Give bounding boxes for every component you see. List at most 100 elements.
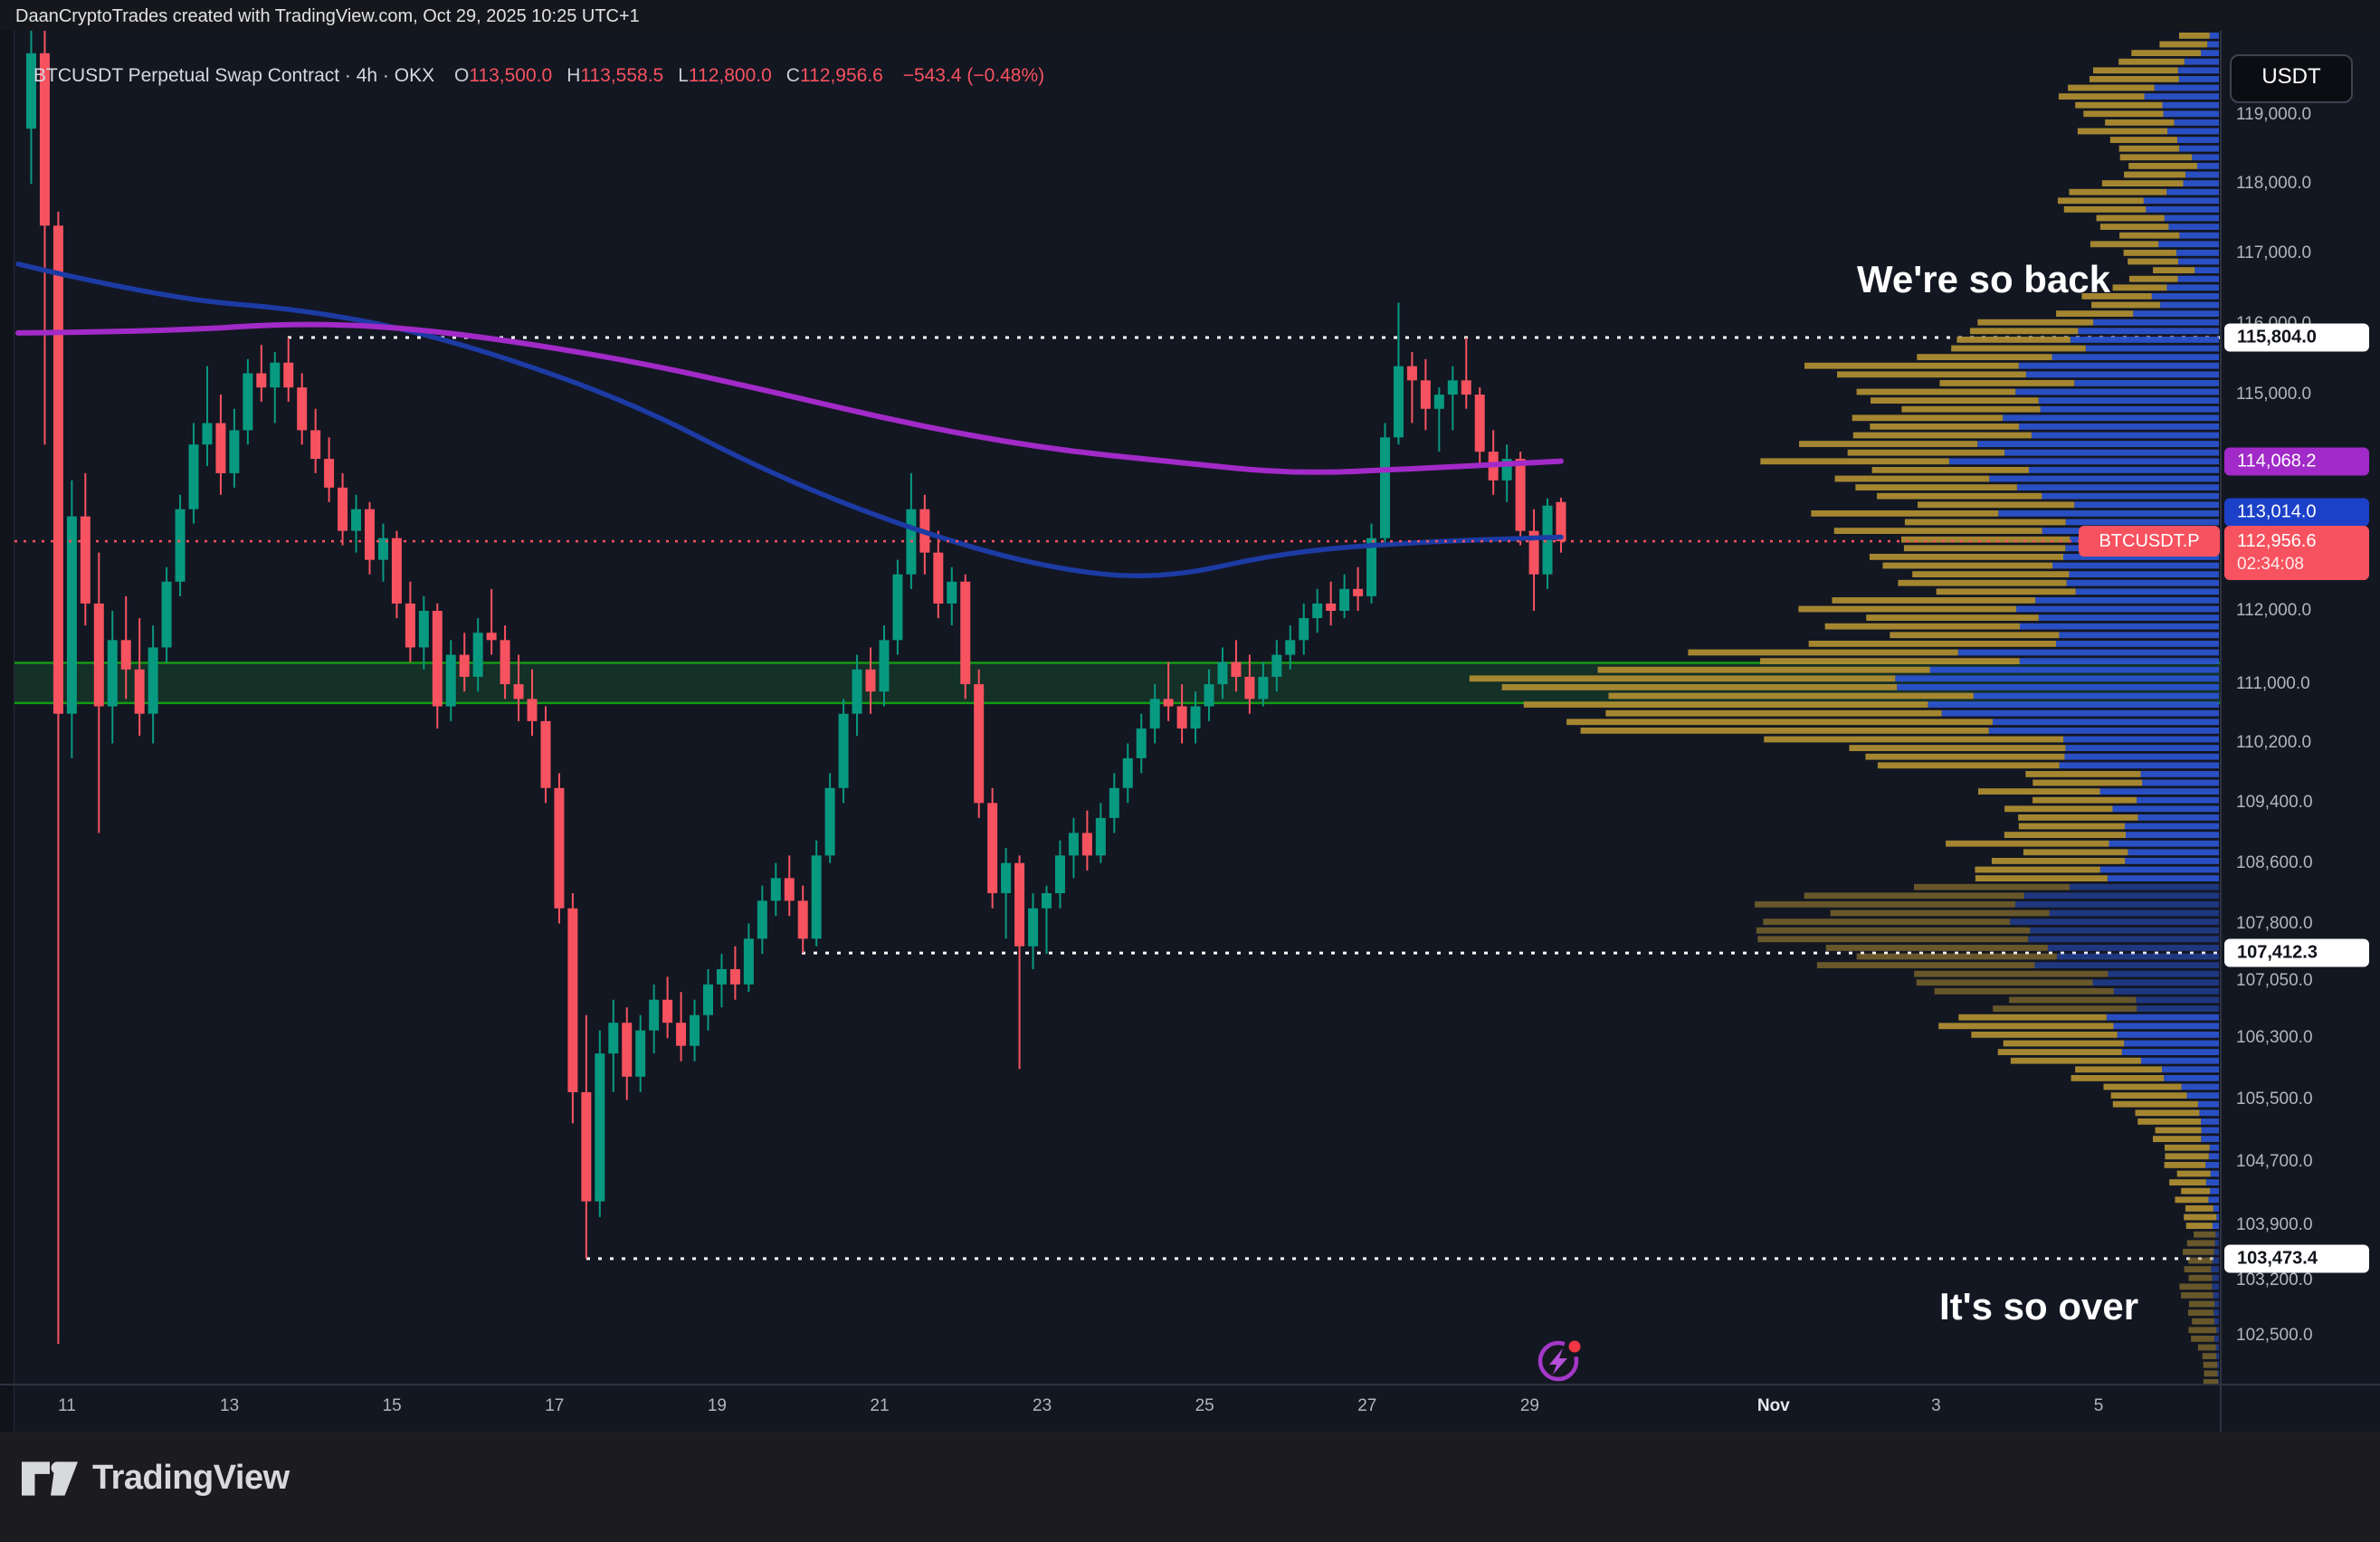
- symbol-price-tag: BTCUSDT.P: [2079, 526, 2220, 557]
- candle-body: [716, 968, 727, 985]
- volume-profile-sell-bar: [2023, 849, 2128, 856]
- volume-profile-buy-bar: [2074, 501, 2219, 509]
- candle-body: [472, 633, 483, 677]
- volume-profile-sell-bar: [1917, 354, 2052, 360]
- volume-profile-buy-bar: [2074, 380, 2219, 386]
- volume-profile-buy-bar: [2201, 1127, 2219, 1134]
- volume-profile-buy-bar: [2052, 354, 2219, 360]
- volume-profile-buy-bar: [2205, 1179, 2219, 1185]
- volume-profile-sell-bar: [1757, 936, 2029, 943]
- price-level-label: 103,473.4: [2224, 1244, 2369, 1273]
- volume-profile-sell-bar: [1939, 380, 2075, 386]
- volume-profile-buy-bar: [2208, 1196, 2219, 1204]
- volume-profile-sell-bar: [1834, 475, 1990, 482]
- price-tick-label: 117,000.0: [2236, 243, 2312, 263]
- time-tick-label: 27: [1357, 1396, 1377, 1415]
- volume-profile-sell-bar: [2184, 1214, 2217, 1221]
- tradingview-logo[interactable]: TradingView: [22, 1459, 290, 1498]
- volume-profile-sell-bar: [1469, 675, 1896, 682]
- volume-profile-buy-bar: [2184, 58, 2219, 65]
- volume-profile-buy-bar: [2056, 953, 2219, 960]
- volume-profile-buy-bar: [1948, 458, 2219, 465]
- volume-profile-buy-bar: [2003, 414, 2219, 422]
- candle-body: [310, 430, 321, 460]
- candle-body: [879, 640, 890, 692]
- volume-profile-buy-bar: [2143, 197, 2219, 205]
- volume-profile-buy-bar: [2217, 1370, 2219, 1377]
- candle-body: [270, 362, 281, 388]
- volume-profile-buy-bar: [2167, 128, 2219, 135]
- volume-profile-buy-bar: [2216, 1353, 2219, 1359]
- time-tick-label: 29: [1519, 1396, 1539, 1415]
- ma-blue[interactable]: [15, 262, 1564, 578]
- candle-body: [161, 581, 172, 648]
- volume-profile-buy-bar: [1989, 475, 2219, 482]
- volume-profile-buy-bar: [1988, 728, 2219, 734]
- volume-profile-buy-bar: [2107, 875, 2219, 881]
- volume-profile-buy-bar: [2207, 41, 2219, 48]
- volume-profile-buy-bar: [2070, 883, 2219, 890]
- volume-profile-buy-bar: [2069, 571, 2219, 577]
- volume-profile-sell-bar: [1869, 554, 2063, 560]
- volume-profile-buy-bar: [2063, 736, 2219, 743]
- volume-profile-buy-bar: [2154, 84, 2219, 91]
- candle-body: [175, 509, 186, 582]
- volume-profile-buy-bar: [2212, 1223, 2219, 1229]
- volume-profile-buy-bar: [2015, 388, 2219, 395]
- time-axis[interactable]: 11 13 15 17 19 21 23 25 27 29 Nov 3 5: [0, 1385, 2380, 1432]
- volume-profile-buy-bar: [2140, 1057, 2219, 1064]
- price-axis[interactable]: 119,000.0118,000.0117,000.0116,000.0115,…: [2220, 31, 2380, 1432]
- ma-purple[interactable]: [15, 321, 1564, 475]
- volume-profile-buy-bar: [2034, 962, 2219, 968]
- volume-profile-buy-bar: [2038, 614, 2219, 621]
- volume-profile-buy-bar: [2108, 970, 2219, 977]
- volume-profile-buy-bar: [2214, 1240, 2219, 1247]
- volume-profile-buy-bar: [2078, 328, 2219, 335]
- volume-profile-buy-bar: [2174, 119, 2219, 126]
- volume-profile-buy-bar: [2106, 1014, 2219, 1021]
- annotation-bottom: It's so over: [1939, 1285, 2139, 1328]
- candle-body: [66, 516, 77, 714]
- volume-profile-buy-bar: [1992, 719, 2219, 726]
- candle-body: [188, 444, 199, 509]
- volume-profile-sell-bar: [2033, 779, 2143, 786]
- candle-body: [513, 684, 524, 700]
- candle-body: [243, 373, 253, 431]
- live-streams-lightning-icon[interactable]: [1533, 1335, 1585, 1387]
- price-tick-label: 115,000.0: [2236, 385, 2312, 405]
- footer-bar: TradingView: [0, 1432, 2380, 1542]
- candle-body: [595, 1053, 605, 1202]
- volume-profile-buy-bar: [2124, 823, 2219, 830]
- ohlc-values: O113,500.0 H113,558.5 L112,800.0 C112,956.6: [440, 65, 883, 86]
- volume-profile-buy-bar: [2192, 154, 2219, 161]
- volume-profile-sell-bar: [1977, 788, 2100, 795]
- volume-profile-sell-bar: [2119, 232, 2180, 239]
- volume-profile-sell-bar: [1849, 745, 2066, 751]
- symbol-title[interactable]: BTCUSDT Perpetual Swap Contract · 4h · O…: [33, 65, 435, 86]
- volume-profile-buy-bar: [2185, 171, 2219, 178]
- price-tick-label: 103,900.0: [2236, 1214, 2313, 1234]
- volume-profile-sell-bar: [2009, 996, 2137, 1004]
- candle-body: [202, 423, 213, 445]
- watermark-text: DaanCryptoTrades created with TradingVie…: [15, 6, 640, 26]
- volume-profile-sell-bar: [1608, 692, 1974, 700]
- volume-profile-buy-bar: [2004, 449, 2219, 456]
- volume-profile-buy-bar: [2214, 1300, 2219, 1308]
- volume-profile-sell-bar: [1825, 945, 2048, 951]
- volume-profile-sell-bar: [2169, 1179, 2206, 1185]
- ma-value-label: 113,014.0: [2224, 498, 2369, 527]
- price-level-label: 115,804.0: [2224, 323, 2369, 352]
- volume-profile-sell-bar: [1951, 345, 2086, 352]
- currency-toggle-button[interactable]: USDT: [2230, 54, 2353, 103]
- volume-profile-sell-bar: [2090, 241, 2159, 248]
- volume-profile-buy-bar: [2177, 67, 2219, 74]
- volume-profile-sell-bar: [1971, 1032, 2118, 1038]
- volume-profile-sell-bar: [2089, 76, 2179, 82]
- volume-profile-buy-bar: [2099, 788, 2219, 795]
- candle-body: [527, 699, 538, 721]
- candle-body: [39, 52, 50, 226]
- volume-profile-buy-bar: [2065, 745, 2219, 751]
- candle-body: [1068, 833, 1079, 856]
